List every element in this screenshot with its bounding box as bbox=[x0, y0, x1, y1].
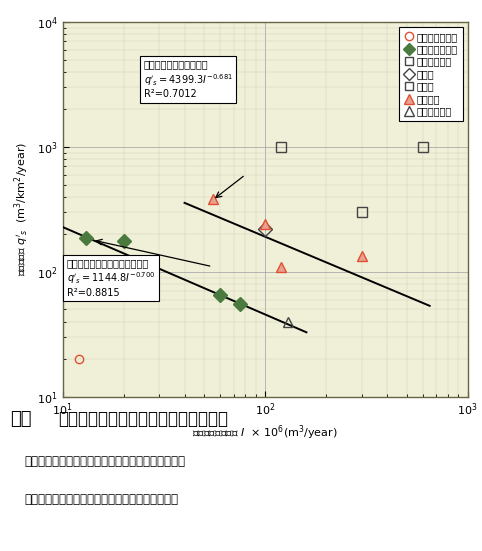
Text: 東北・北海道型（第三紀以前）
$q'_s = 1144.8I^{-0.700}$
R²=0.8815: 東北・北海道型（第三紀以前） $q'_s = 1144.8I^{-0.700}$… bbox=[67, 258, 155, 298]
Text: 瀮戸内型（第三紀以前）
$q'_s = 4399.3I^{-0.681}$
R²=0.7012: 瀮戸内型（第三紀以前） $q'_s = 4399.3I^{-0.681}$ R²… bbox=[144, 60, 233, 99]
Text: 図２: 図２ bbox=[10, 410, 31, 429]
Legend: オホーツク海型, 東北・北海道型, 北陸・山陰型, 九州型, 南海型, 瀮戸内型, 三陸・常磴型: オホーツク海型, 東北・北海道型, 北陸・山陰型, 九州型, 南海型, 瀮戸内型… bbox=[399, 27, 463, 121]
Text: 地質が第三紀以前に分類されるものだけを表示）: 地質が第三紀以前に分類されるものだけを表示） bbox=[24, 493, 178, 506]
X-axis label: 平均年間流出水量 $I$  × 10$^6$(m$^3$/year): 平均年間流出水量 $I$ × 10$^6$(m$^3$/year) bbox=[192, 424, 338, 442]
Text: 平均年間流出水量と流出土砂量の関係: 平均年間流出水量と流出土砂量の関係 bbox=[58, 410, 228, 429]
Text: （平均年間流出水量データが得られたダムのうち、: （平均年間流出水量データが得られたダムのうち、 bbox=[24, 455, 185, 468]
Y-axis label: 流出土砂量 $q'_s$  (m$^3$/km$^2$/year): 流出土砂量 $q'_s$ (m$^3$/km$^2$/year) bbox=[13, 142, 31, 277]
